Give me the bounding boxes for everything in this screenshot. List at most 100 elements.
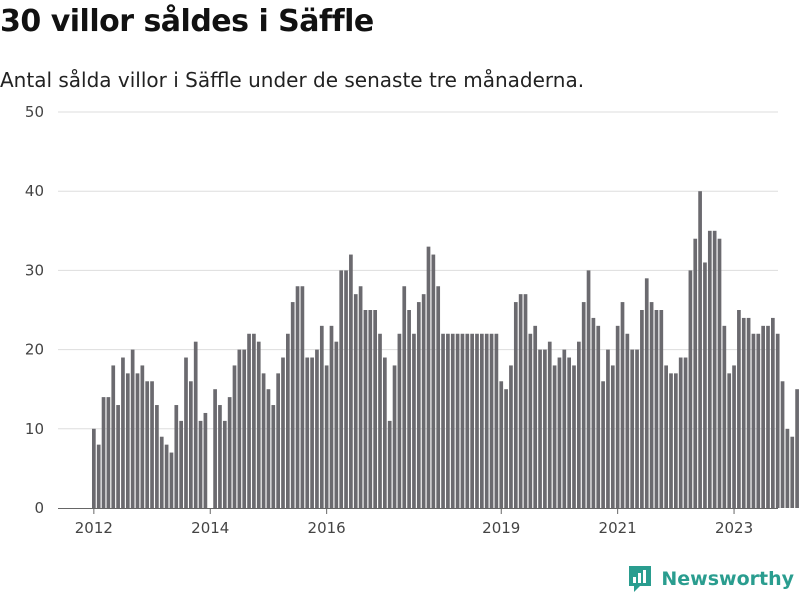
bar <box>523 294 528 508</box>
bar <box>717 238 722 508</box>
bar <box>577 341 581 508</box>
bar <box>538 349 542 508</box>
bar <box>562 349 567 508</box>
x-tick-label: 2021 <box>599 519 637 537</box>
bar <box>227 397 232 508</box>
bar <box>421 294 426 508</box>
bar <box>198 420 203 508</box>
bar <box>193 341 198 508</box>
bar <box>567 357 571 508</box>
bar <box>412 333 416 508</box>
bar <box>795 389 799 508</box>
bar <box>756 333 761 508</box>
y-tick-label: 50 <box>25 103 44 121</box>
bar <box>741 317 746 508</box>
y-tick-label: 40 <box>25 182 44 200</box>
y-tick-label: 30 <box>25 261 44 279</box>
y-tick-label: 0 <box>34 499 44 517</box>
bar <box>300 286 305 508</box>
bar <box>222 420 227 508</box>
bar <box>334 341 339 508</box>
bar <box>353 294 358 508</box>
bar <box>712 230 717 509</box>
bar <box>644 278 649 508</box>
bar <box>155 405 159 508</box>
x-axis: 2012201420162019202120232025 <box>58 508 778 537</box>
bar <box>349 254 353 508</box>
bar <box>669 373 673 508</box>
bar <box>688 270 693 508</box>
bar <box>232 365 237 508</box>
bar <box>378 333 382 508</box>
y-axis-labels: 0 10 20 30 40 50 <box>25 103 44 517</box>
bar <box>111 365 116 508</box>
bar <box>494 333 499 508</box>
bar <box>305 357 310 508</box>
bar <box>606 349 610 508</box>
bar <box>358 286 363 508</box>
bar <box>678 357 683 508</box>
bar <box>465 333 470 508</box>
bar <box>693 238 698 508</box>
bar <box>586 270 591 508</box>
bar <box>145 381 150 508</box>
x-tick-label: 2023 <box>715 519 753 537</box>
bar <box>596 325 601 508</box>
bar <box>116 405 120 508</box>
bar <box>159 436 164 508</box>
bar <box>489 333 494 508</box>
bar <box>426 246 431 508</box>
bar <box>344 270 348 508</box>
brand-name: Newsworthy <box>661 568 794 590</box>
bar <box>416 302 421 508</box>
bar <box>446 333 450 508</box>
bar <box>261 373 266 508</box>
bar <box>484 333 489 508</box>
bar <box>737 310 741 508</box>
bar <box>785 428 790 508</box>
bar <box>664 365 668 508</box>
x-tick-label: 2016 <box>308 519 346 537</box>
bar <box>654 310 659 508</box>
bar <box>150 381 154 508</box>
bar <box>106 397 111 508</box>
bar <box>746 317 751 508</box>
bar <box>436 286 441 508</box>
bar <box>92 428 96 508</box>
x-tick-label: 2012 <box>75 519 113 537</box>
bar <box>771 317 775 508</box>
bar <box>504 389 508 508</box>
bar <box>295 286 300 508</box>
bar <box>125 373 130 508</box>
bar <box>329 325 334 508</box>
bar <box>213 389 217 508</box>
bar <box>189 381 193 508</box>
bar <box>635 349 639 508</box>
bar <box>509 365 513 508</box>
bar <box>203 412 208 508</box>
bar <box>140 365 145 508</box>
bar <box>775 333 780 508</box>
bar <box>557 357 562 508</box>
bar <box>780 381 785 508</box>
bar <box>475 333 479 508</box>
bar <box>703 262 707 508</box>
bar <box>290 302 295 508</box>
bar <box>552 365 557 508</box>
bar <box>518 294 523 508</box>
newsworthy-logo-icon <box>629 566 652 592</box>
bar <box>363 310 368 508</box>
bar <box>513 302 518 508</box>
bar <box>315 349 319 508</box>
bar <box>164 444 169 508</box>
bar <box>266 389 271 508</box>
bar <box>698 191 702 508</box>
bar <box>101 397 106 508</box>
bar <box>640 310 644 508</box>
bar <box>455 333 460 508</box>
bar <box>533 325 538 508</box>
bar <box>407 310 411 508</box>
bar <box>276 373 280 508</box>
bar <box>649 302 654 508</box>
